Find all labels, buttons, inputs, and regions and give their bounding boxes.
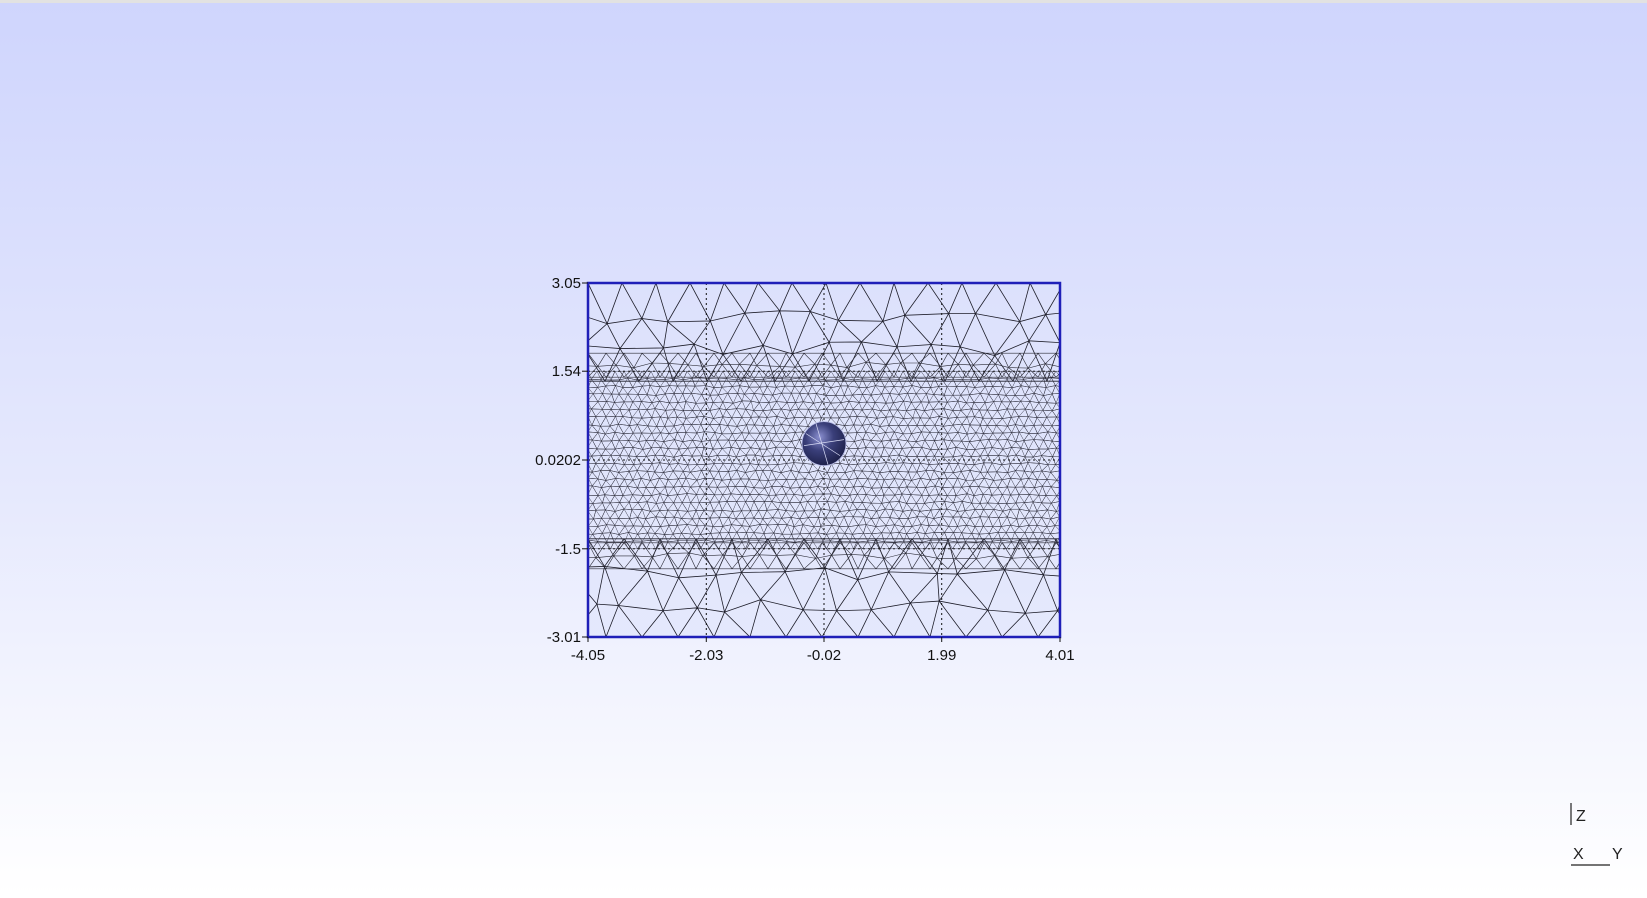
mesh-plot: -4.05 -2.03 -0.02 1.99 4.01 3.05 1.54 0.0202 -1… (535, 275, 1075, 664)
coarse-mesh-top (588, 283, 1060, 383)
y-tick-label: 3.05 (552, 275, 581, 292)
y-tick-label: 0.0202 (535, 452, 581, 469)
y-tick-label: 1.54 (552, 363, 581, 380)
obstacle-mesh-edges (803, 423, 845, 465)
triad-z-label: Z (1576, 808, 1586, 825)
y-tick-label: -1.5 (555, 541, 581, 558)
y-axis: 3.05 1.54 0.0202 -1.5 -3.01 (535, 275, 588, 646)
triad-y-label: Y (1612, 846, 1623, 863)
x-tick-label: -2.03 (689, 647, 723, 664)
x-tick-label: -4.05 (571, 647, 605, 664)
coarse-mesh-bottom (588, 538, 1060, 637)
orientation-axes-widget: Z X Y (1560, 803, 1640, 873)
x-axis: -4.05 -2.03 -0.02 1.99 4.01 (571, 637, 1075, 664)
refined-mesh-band (588, 370, 1060, 550)
triad-lines (1570, 803, 1610, 866)
obstacle-sphere-body (801, 421, 847, 467)
x-tick-label: 4.01 (1045, 647, 1074, 664)
obstacle-sphere (801, 421, 847, 467)
x-tick-label: 1.99 (927, 647, 956, 664)
x-tick-label: -0.02 (807, 647, 841, 664)
y-tick-label: -3.01 (547, 629, 581, 646)
refined-mesh (588, 370, 1060, 550)
triad-x-label: X (1573, 846, 1584, 863)
